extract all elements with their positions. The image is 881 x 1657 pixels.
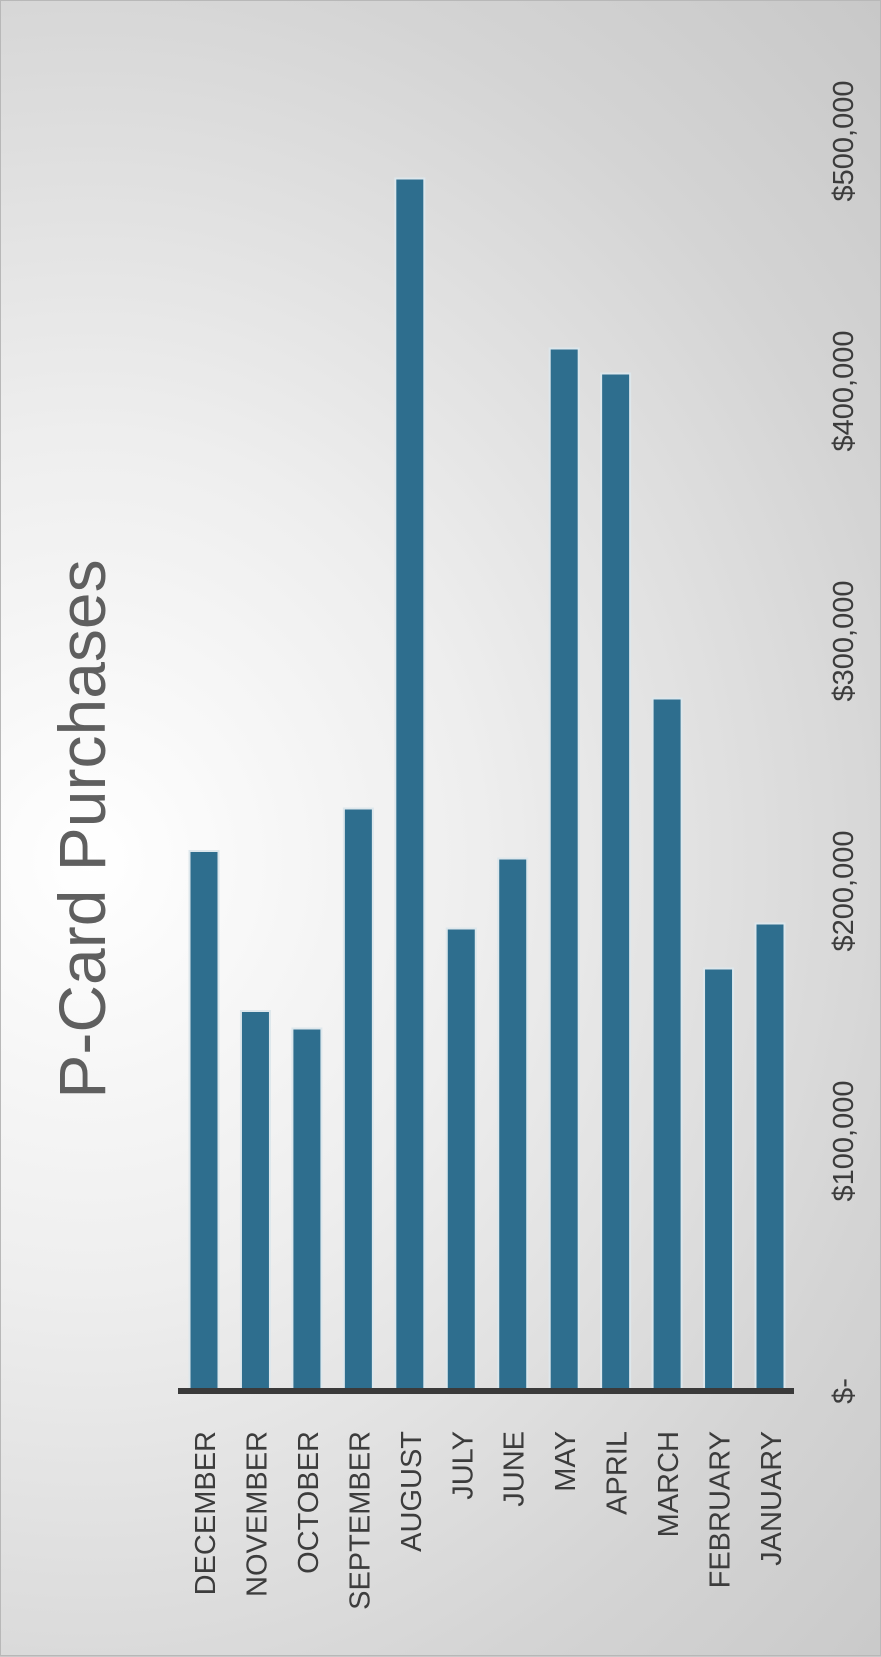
bar-june bbox=[497, 857, 529, 1392]
value-tick-label: $200,000 bbox=[828, 831, 860, 952]
value-tick-labels: $- $100,000 $200,000 $300,000 $400,000 $500,0… bbox=[828, 81, 860, 1404]
category-label: AUGUST bbox=[396, 1431, 428, 1552]
bar-august bbox=[394, 177, 426, 1392]
category-label: FEBRUARY bbox=[705, 1431, 737, 1588]
bar-november bbox=[239, 1010, 271, 1392]
bar-january bbox=[754, 922, 786, 1392]
value-tick-label: $- bbox=[828, 1378, 860, 1404]
category-label: DECEMBER bbox=[190, 1431, 222, 1595]
chart-title: P-Card Purchases bbox=[45, 559, 119, 1098]
category-labels: DECEMBER NOVEMBER OCTOBER SEPTEMBER AUGUST JU… bbox=[190, 1431, 788, 1610]
value-tick-label: $500,000 bbox=[828, 81, 860, 202]
category-label: NOVEMBER bbox=[241, 1431, 273, 1597]
category-label: OCTOBER bbox=[293, 1431, 325, 1574]
category-label: JUNE bbox=[499, 1431, 531, 1507]
value-tick-label: $100,000 bbox=[828, 1081, 860, 1202]
category-label: MAY bbox=[550, 1431, 582, 1492]
bar-february bbox=[703, 967, 735, 1392]
bars bbox=[188, 177, 786, 1392]
category-label: JULY bbox=[447, 1431, 479, 1500]
bar-october bbox=[291, 1027, 323, 1392]
gridlines bbox=[176, 139, 797, 1143]
bar-september bbox=[342, 807, 374, 1392]
bar-march bbox=[651, 697, 683, 1392]
category-label: MARCH bbox=[653, 1431, 685, 1537]
bar-april bbox=[600, 372, 632, 1392]
bar-may bbox=[548, 347, 580, 1392]
category-label: JANUARY bbox=[756, 1431, 788, 1566]
value-tick-label: $400,000 bbox=[828, 331, 860, 452]
category-label: APRIL bbox=[602, 1431, 634, 1515]
category-label: SEPTEMBER bbox=[344, 1431, 376, 1610]
bar-december bbox=[188, 850, 220, 1392]
value-tick-label: $300,000 bbox=[828, 581, 860, 702]
bar-july bbox=[445, 927, 477, 1392]
